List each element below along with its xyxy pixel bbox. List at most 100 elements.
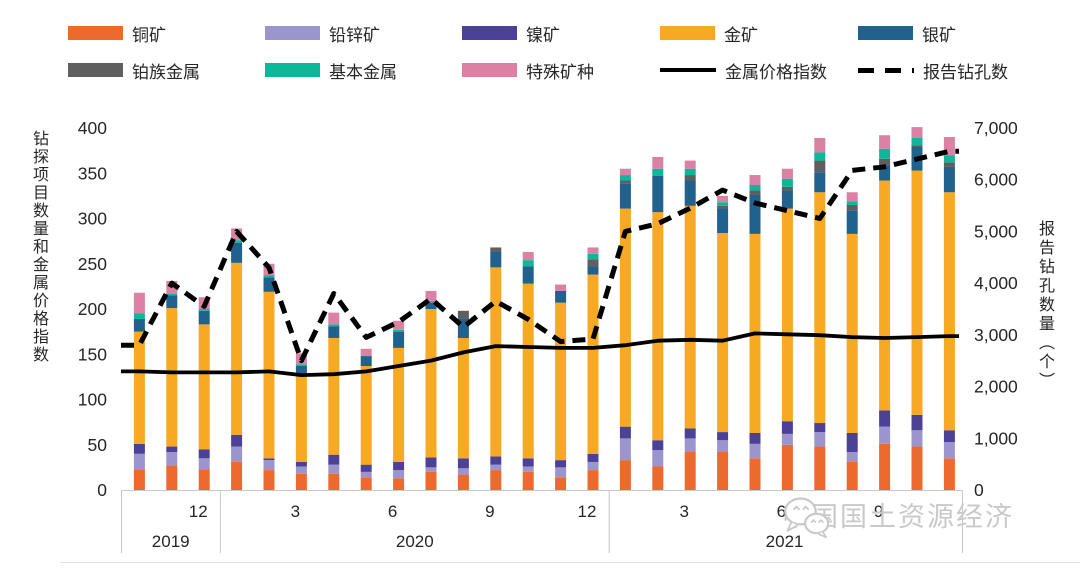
left-axis-tick: 100	[78, 390, 107, 410]
month-labels: 12 3 6 9 12 3 6 9	[189, 502, 884, 521]
month-label: 3	[679, 502, 688, 521]
bar-segment	[263, 275, 275, 278]
bar-segment	[781, 444, 793, 490]
bar-segment	[425, 457, 437, 468]
price-index-line	[121, 331, 959, 378]
bar-segment	[781, 168, 793, 179]
month-label: 3	[291, 502, 300, 521]
bar-segment	[231, 242, 243, 263]
bar-segment	[555, 467, 567, 478]
bar-segment	[133, 292, 145, 314]
left-axis-tick: 50	[88, 435, 108, 455]
bar-segment	[684, 180, 696, 206]
legend-dashed-line-icon	[858, 67, 914, 73]
bar-segment	[393, 329, 405, 332]
bar-segment	[555, 284, 567, 291]
year-labels: 2019 2020 2021	[152, 532, 804, 551]
bar-segment	[263, 458, 275, 461]
month-label: 6	[388, 502, 397, 521]
left-axis-tick: 350	[78, 163, 107, 183]
bar-segment	[198, 449, 210, 459]
bar-segment	[457, 474, 469, 490]
legend-solid-line-icon	[660, 68, 716, 72]
legend-swatch	[68, 63, 123, 77]
bar-segment	[943, 155, 955, 163]
bar-segment	[652, 175, 664, 213]
watermark: 中国国土资源经济	[782, 495, 1014, 539]
bar-segment	[749, 458, 761, 490]
bar-segment	[393, 470, 405, 479]
bar-segment	[198, 309, 210, 311]
bar-segment	[619, 460, 631, 490]
legend-swatch	[660, 26, 715, 40]
bar-segment	[846, 192, 858, 202]
bar-segment	[522, 260, 534, 267]
bar-segment	[166, 465, 178, 490]
bar-segment	[198, 310, 210, 325]
bar-segment	[133, 443, 145, 454]
legend-swatch	[265, 26, 320, 40]
bar-segment	[943, 192, 955, 431]
legend-item-3: 金矿	[660, 22, 758, 45]
bar-segment	[717, 432, 729, 441]
bar-segment	[490, 267, 502, 457]
bar-segment	[555, 460, 567, 468]
year-label: 2021	[766, 532, 804, 551]
bar-segment	[619, 168, 631, 176]
bar-segment	[166, 295, 178, 309]
bar-segment	[943, 166, 955, 193]
bar-segment	[911, 137, 923, 146]
legend-label: 基本金属	[329, 62, 397, 82]
wechat-icon	[784, 497, 830, 539]
bar-segment	[814, 423, 826, 433]
legend-swatch	[265, 63, 320, 77]
bar-segment	[781, 190, 793, 209]
bar-segment	[749, 432, 761, 444]
bar-segment	[911, 430, 923, 447]
bar-segment	[555, 477, 567, 490]
bar-segment	[781, 208, 793, 422]
right-axis-tick: 5,000	[974, 221, 1018, 241]
bars-series-2	[133, 410, 955, 472]
left-axis-ticks: 400 350 300 250 200 150 100 50 0	[78, 118, 107, 500]
bar-segment	[360, 348, 372, 357]
bars-series-1	[133, 426, 955, 479]
bar-segment	[198, 458, 210, 470]
bar-segment	[943, 458, 955, 490]
bar-segment	[684, 451, 696, 490]
month-label: 9	[485, 502, 494, 521]
bar-segment	[522, 466, 534, 472]
bar-segment	[490, 247, 502, 252]
bar-segment	[522, 266, 534, 284]
bar-segment	[879, 158, 891, 166]
bar-segment	[425, 471, 437, 490]
bar-segment	[943, 162, 955, 167]
bar-segment	[781, 186, 793, 191]
legend-swatch	[462, 63, 517, 77]
right-axis-tick: 1,000	[974, 428, 1018, 448]
bar-segment	[652, 156, 664, 169]
right-axis-tick: 6,000	[974, 170, 1018, 190]
bar-segment	[425, 302, 437, 309]
bar-segment	[879, 165, 891, 181]
bar-segment	[328, 326, 340, 338]
bar-segment	[684, 160, 696, 169]
month-label: 12	[189, 502, 208, 521]
bar-segment	[555, 302, 567, 461]
bar-segment	[814, 160, 826, 173]
bar-segment	[522, 458, 534, 467]
bar-segment	[457, 318, 469, 338]
year-label: 2019	[152, 532, 190, 551]
bars-series-4	[133, 147, 955, 375]
bar-segment	[879, 443, 891, 490]
legend-label: 特殊矿种	[526, 62, 594, 82]
bars-series-6	[133, 137, 955, 367]
left-axis-tick: 400	[78, 118, 107, 138]
bar-segment	[360, 464, 372, 472]
bar-segment	[522, 283, 534, 459]
bar-segment	[198, 324, 210, 450]
bar-segment	[814, 152, 826, 161]
bar-segment	[360, 366, 372, 465]
bar-segment	[490, 470, 502, 490]
